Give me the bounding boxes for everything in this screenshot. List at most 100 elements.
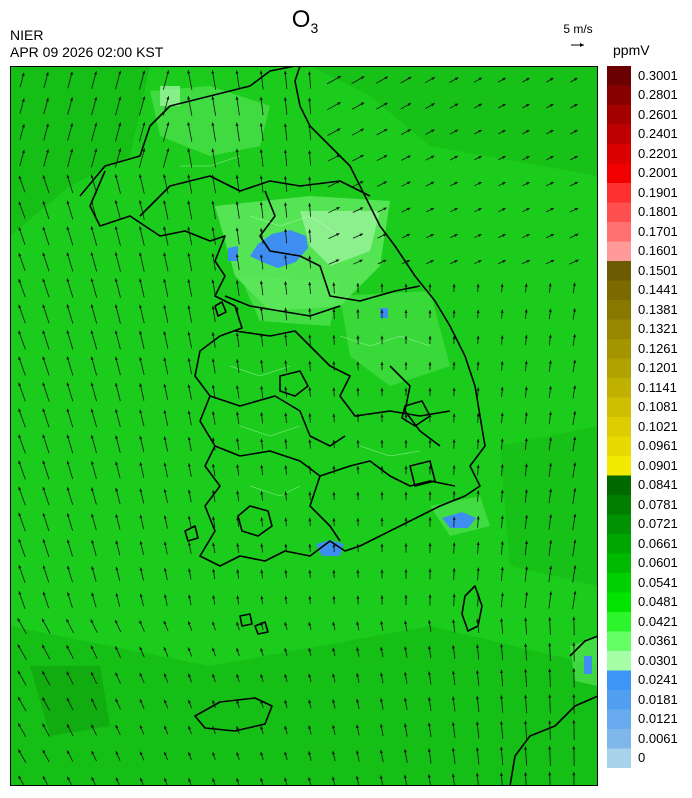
wind-arrow <box>139 148 145 168</box>
wind-arrow <box>90 278 98 298</box>
colorbar-swatch <box>607 183 631 203</box>
wind-arrow-head <box>70 149 74 153</box>
wind-arrow-head <box>502 104 506 107</box>
wind-arrow-head <box>360 102 365 106</box>
wind-arrow-head <box>428 568 432 572</box>
wind-arrow-head <box>550 260 555 263</box>
low-ozone-region <box>380 308 388 318</box>
wind-arrow-head <box>18 356 22 361</box>
wind-arrow-head <box>260 386 264 390</box>
wind-arrow-head <box>308 777 311 781</box>
wind-arrow-head <box>211 385 215 389</box>
wind-arrow <box>42 278 50 298</box>
wind-arrow-head <box>18 723 21 727</box>
wind-arrow-head <box>550 156 554 159</box>
wind-arrow-head <box>114 356 118 361</box>
colorbar-swatch <box>607 709 631 730</box>
wind-arrow-head <box>502 208 506 211</box>
wind-arrow <box>139 252 145 272</box>
wind-arrow-head <box>524 540 528 544</box>
wind-arrow-head <box>356 440 360 444</box>
wind-arrow-head <box>21 124 25 128</box>
wind-arrow-head <box>525 592 528 596</box>
wind-arrow <box>115 304 121 324</box>
wind-arrow-head <box>404 543 408 547</box>
wind-arrow-head <box>211 411 215 415</box>
wind-arrow-head <box>235 280 239 284</box>
wind-arrow-head <box>163 541 167 546</box>
wind-arrow-head <box>356 724 359 729</box>
concentration-map[interactable] <box>10 66 598 786</box>
small-island <box>184 525 199 542</box>
wind-arrow-head <box>403 749 407 753</box>
wind-arrow <box>187 122 193 142</box>
wind-arrow-head <box>500 746 503 751</box>
colorbar-swatch <box>607 495 631 515</box>
wind-arrow-head <box>548 386 552 390</box>
province-boundary <box>319 460 456 487</box>
wind-arrow-head <box>500 618 504 622</box>
wind-arrow-head <box>356 595 360 599</box>
wind-arrow-head <box>500 309 504 313</box>
colorbar-swatch <box>607 397 631 418</box>
wind-arrow-head <box>139 200 142 204</box>
colorbar-tick-label: 0.0181 <box>638 691 678 707</box>
wind-arrow-head <box>476 567 480 571</box>
wind-arrow-head <box>502 234 506 237</box>
wind-arrow <box>42 330 50 350</box>
wind-arrow-head <box>500 592 504 596</box>
wind-arrow-head <box>548 411 552 415</box>
wind-arrow-head <box>90 174 94 178</box>
wind-arrow-head <box>46 149 49 153</box>
wind-arrow-head <box>18 512 22 517</box>
wind-arrow-head <box>404 309 408 313</box>
wind-arrow-head <box>336 154 341 158</box>
wind-arrow-head <box>91 513 94 518</box>
forecast-datetime: APR 09 2026 02:00 KST <box>10 44 164 60</box>
wind-arrow-head <box>66 252 70 256</box>
wind-arrow-head <box>139 435 143 440</box>
wind-arrow-head <box>91 724 95 729</box>
wind-arrow-head <box>550 130 554 133</box>
wind-arrow-head <box>383 155 388 159</box>
wind-arrow-head <box>163 620 167 625</box>
wind-arrow-head <box>115 725 119 729</box>
wind-arrow <box>66 174 74 194</box>
wind-arrow <box>163 70 169 90</box>
low-ozone-region <box>250 230 308 268</box>
wind-arrow-head <box>42 749 46 754</box>
wind-arrow-head <box>452 439 456 443</box>
wind-arrow-head <box>66 304 70 308</box>
wind-arrow-head <box>359 233 363 237</box>
wind-arrow-head <box>404 646 408 650</box>
wind-arrow <box>163 174 169 194</box>
wind-arrow-head <box>383 181 387 185</box>
wind-arrow-head <box>115 540 119 544</box>
wind-arrow-head <box>236 490 240 495</box>
wind-arrow-head <box>337 102 341 106</box>
wind-arrow-head <box>332 465 336 470</box>
wind-arrow-head <box>235 227 239 231</box>
wind-arrow-head <box>502 77 506 81</box>
wind-arrow-head <box>42 697 46 701</box>
wind-arrow <box>66 408 74 428</box>
land-light-region <box>340 291 450 386</box>
wind-arrow <box>42 434 50 454</box>
wind-arrow-head <box>163 647 167 651</box>
wind-arrow-head <box>549 514 553 518</box>
wind-arrow <box>187 96 193 116</box>
wind-arrow-head <box>573 565 577 569</box>
wind-arrow-head <box>380 361 384 365</box>
wind-arrow-head <box>404 697 407 702</box>
wind-arrow-head <box>500 412 504 417</box>
wind-arrow-head <box>259 254 263 258</box>
sea-dark-region <box>310 66 598 176</box>
wind-arrow-head <box>45 72 49 76</box>
wind-arrow-head <box>284 307 288 311</box>
wind-arrow-head <box>18 227 22 231</box>
wind-arrow-head <box>308 282 312 286</box>
wind-arrow <box>91 382 97 402</box>
wind-arrow-head <box>500 541 504 545</box>
wind-arrow-head <box>42 671 46 675</box>
wind-arrow-head <box>308 517 312 522</box>
